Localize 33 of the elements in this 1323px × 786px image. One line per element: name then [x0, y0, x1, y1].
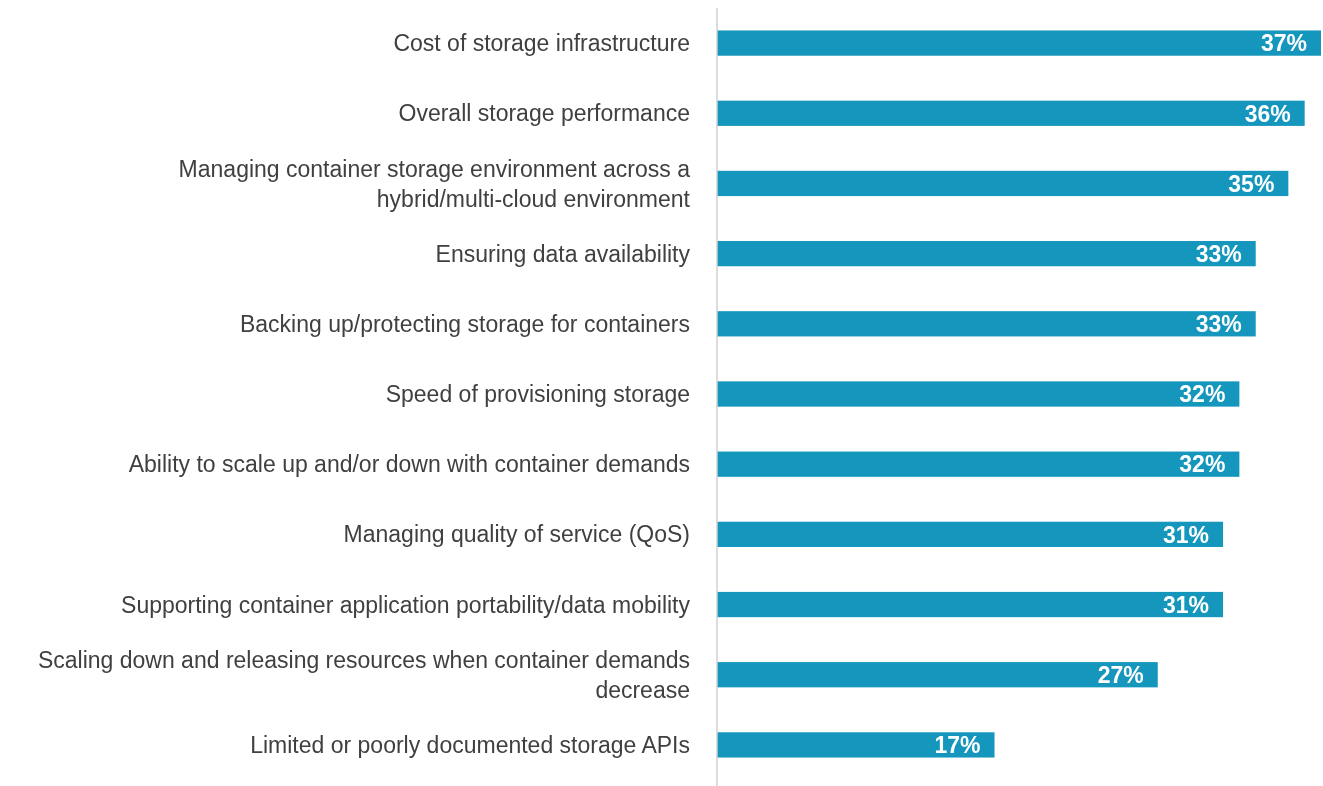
data-label: 17%	[934, 732, 981, 759]
bar	[717, 732, 995, 758]
bar	[717, 381, 1240, 407]
data-label: 27%	[1097, 662, 1144, 689]
bar	[717, 591, 1224, 618]
y-tick-label: Ensuring data availability	[435, 240, 691, 267]
y-tick-label: Overall storage performance	[398, 100, 690, 127]
data-label: 36%	[1244, 100, 1291, 127]
data-label: 35%	[1228, 170, 1275, 197]
bar	[717, 521, 1224, 547]
y-tick-label: Ability to scale up and/or down with container demands	[128, 451, 690, 478]
data-label: 37%	[1260, 30, 1307, 57]
data-label: 33%	[1195, 240, 1242, 267]
bar	[717, 241, 1256, 267]
y-tick-label: Supporting container application portability/data mobility	[121, 591, 691, 618]
y-tick-label: Cost of storage infrastructure	[393, 30, 690, 57]
y-tick-label: Scaling down and releasing resources when container demands decrease	[37, 646, 690, 703]
data-label: 33%	[1195, 311, 1242, 338]
y-tick-label: Managing quality of service (QoS)	[343, 521, 690, 548]
y-tick-label: Backing up/protecting storage for containers	[239, 310, 690, 337]
data-label: 32%	[1179, 451, 1226, 478]
data-label: 31%	[1163, 521, 1210, 548]
y-tick-label: Speed of provisioning storage	[385, 381, 690, 408]
y-tick-label: Managing container storage environment across a hybrid/multi-cloud environment	[178, 155, 691, 212]
bar	[717, 311, 1256, 337]
bar	[717, 170, 1289, 197]
bar	[717, 30, 1321, 56]
bar	[717, 451, 1240, 477]
data-label: 31%	[1163, 591, 1210, 618]
bar	[717, 662, 1158, 688]
bar	[717, 100, 1305, 126]
data-label: 32%	[1179, 381, 1226, 408]
y-tick-label: Limited or poorly documented storage APIs	[250, 731, 690, 758]
